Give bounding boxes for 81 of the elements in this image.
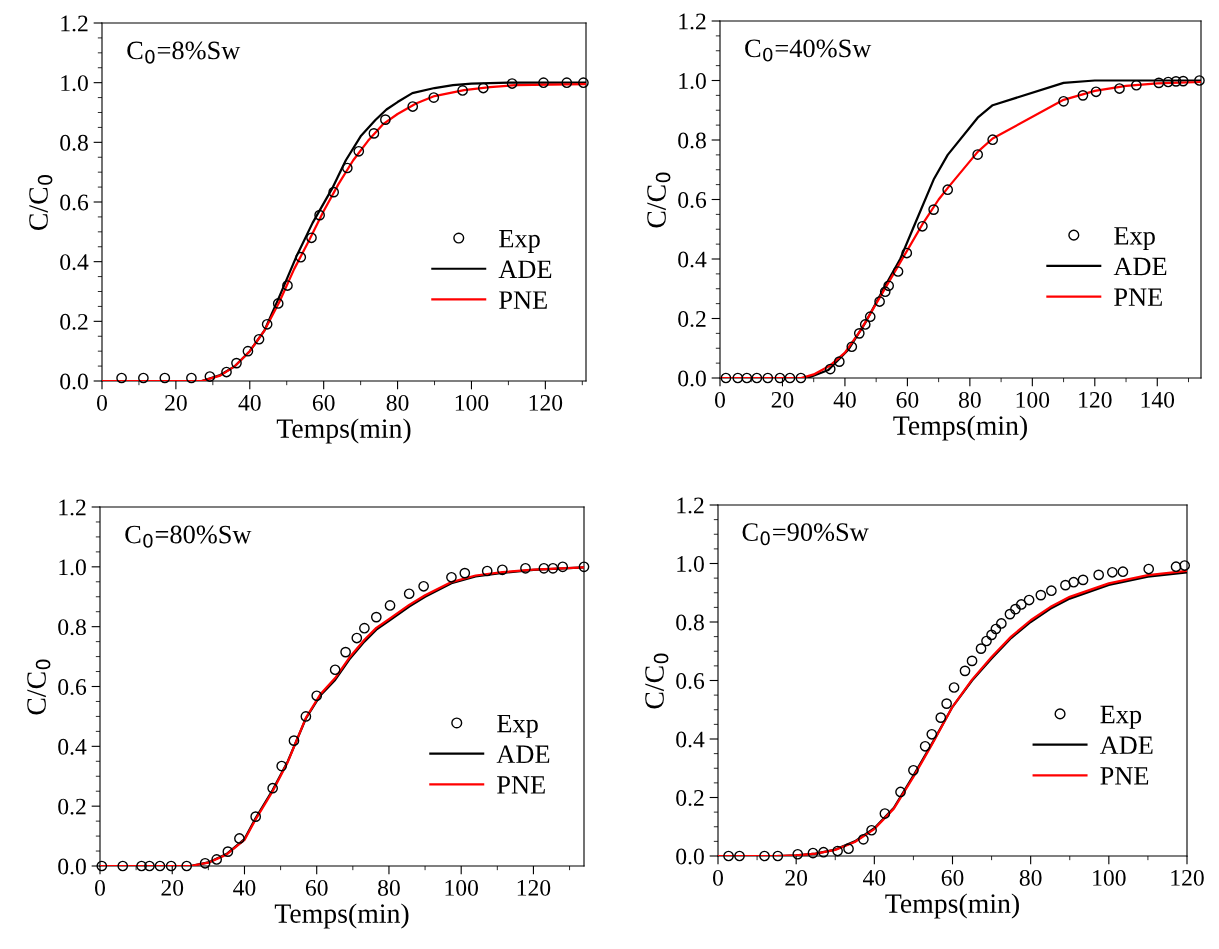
annotation: C$_{0}$=8%Sw [127, 41, 241, 64]
x-tick-label: 120 [1171, 869, 1204, 886]
y-tick-label: 1.2 [677, 497, 704, 514]
y-tick-label: 0.8 [58, 619, 86, 636]
y-tick-label: 0.4 [58, 738, 87, 755]
x-axis-title: Temps(min) [893, 415, 1027, 441]
x-tick-label: 60 [896, 391, 919, 408]
y-tick-label: 0.2 [676, 789, 704, 807]
x-tick-label: 0 [715, 391, 725, 408]
legend-label: PNE [497, 776, 545, 794]
y-tick-label: 1.2 [61, 15, 88, 32]
y-tick-label: 1.0 [59, 559, 86, 576]
y-axis-title: C/C$_{0}$ [647, 172, 671, 228]
y-tick-label: 0.6 [60, 194, 89, 211]
x-tick-label: 100 [1016, 391, 1050, 408]
x-tick-label: 80 [1019, 869, 1042, 886]
legend-label: ADE [498, 260, 552, 279]
x-tick-label: 20 [161, 879, 184, 896]
y-tick-label: 0.8 [678, 132, 706, 149]
y-tick-label: 0.0 [58, 858, 86, 875]
legend-label: PNE [1114, 288, 1162, 306]
x-tick-label: 140 [1141, 391, 1175, 408]
y-axis-title: C/C$_{0}$ [29, 175, 53, 231]
x-tick-label: 40 [862, 869, 886, 886]
x-tick-label: 20 [165, 394, 187, 411]
x-tick-label: 120 [517, 879, 551, 896]
y-tick-label: 0.4 [678, 251, 707, 268]
x-tick-label: 40 [233, 879, 256, 896]
x-tick-label: 100 [1093, 869, 1126, 886]
y-tick-label: 0.2 [58, 798, 86, 815]
y-tick-label: 1.0 [61, 75, 88, 92]
y-tick-label: 0.0 [678, 370, 706, 387]
y-tick-label: 0.6 [676, 672, 705, 690]
annotation: C$_{0}$=40%Sw [745, 39, 872, 62]
legend-label: ADE [496, 745, 550, 763]
x-axis-title: Temps(min) [274, 903, 409, 929]
y-tick-label: 0.4 [676, 731, 705, 748]
legend-label: Exp [499, 230, 540, 253]
y-tick-label: 0.2 [60, 313, 88, 330]
annotation: C$_{0}$=90%Sw [742, 523, 869, 546]
y-tick-label: 1.0 [679, 72, 706, 90]
x-tick-label: 0 [713, 869, 723, 886]
y-tick-label: 0.0 [676, 848, 704, 865]
x-tick-label: 80 [958, 391, 981, 408]
y-tick-label: 0.2 [678, 310, 706, 328]
x-axis-title: Temps(min) [885, 893, 1019, 919]
y-tick-label: 0.6 [678, 191, 707, 209]
x-tick-label: 120 [529, 394, 563, 411]
y-tick-label: 1.2 [59, 499, 86, 516]
x-tick-label: 20 [771, 391, 794, 408]
annotation: C$_{0}$=80%Sw [125, 525, 252, 548]
x-tick-label: 40 [238, 394, 261, 411]
x-axis-title: Temps(min) [276, 418, 411, 444]
x-tick-label: 40 [833, 391, 856, 408]
x-tick-label: 60 [312, 394, 335, 411]
y-tick-label: 0.8 [60, 134, 88, 151]
y-tick-label: 1.0 [677, 555, 704, 573]
x-tick-label: 0 [97, 394, 107, 411]
legend-label: ADE [1099, 736, 1153, 754]
legend-label: Exp [1114, 227, 1155, 251]
x-tick-label: 80 [386, 394, 409, 411]
legend-label: PNE [499, 291, 547, 309]
y-tick-label: 0.0 [60, 373, 88, 390]
legend-label: Exp [1100, 705, 1142, 729]
y-tick-label: 0.4 [60, 254, 89, 271]
y-axis-title: C/C$_{0}$ [645, 653, 669, 709]
y-tick-label: 1.2 [679, 13, 706, 30]
y-tick-label: 0.8 [676, 614, 704, 631]
x-tick-label: 100 [455, 394, 489, 411]
y-axis-title: C/C$_{0}$ [27, 659, 51, 715]
x-tick-label: 20 [785, 869, 808, 886]
x-tick-label: 80 [378, 879, 400, 896]
x-tick-label: 120 [1079, 391, 1112, 408]
x-tick-label: 60 [941, 869, 964, 886]
x-tick-label: 0 [95, 879, 105, 896]
x-tick-label: 60 [305, 879, 328, 896]
legend-label: PNE [1100, 767, 1149, 785]
x-tick-label: 100 [445, 879, 478, 896]
y-tick-label: 0.6 [58, 678, 87, 696]
legend-label: Exp [497, 714, 538, 738]
legend-label: ADE [1113, 257, 1167, 276]
